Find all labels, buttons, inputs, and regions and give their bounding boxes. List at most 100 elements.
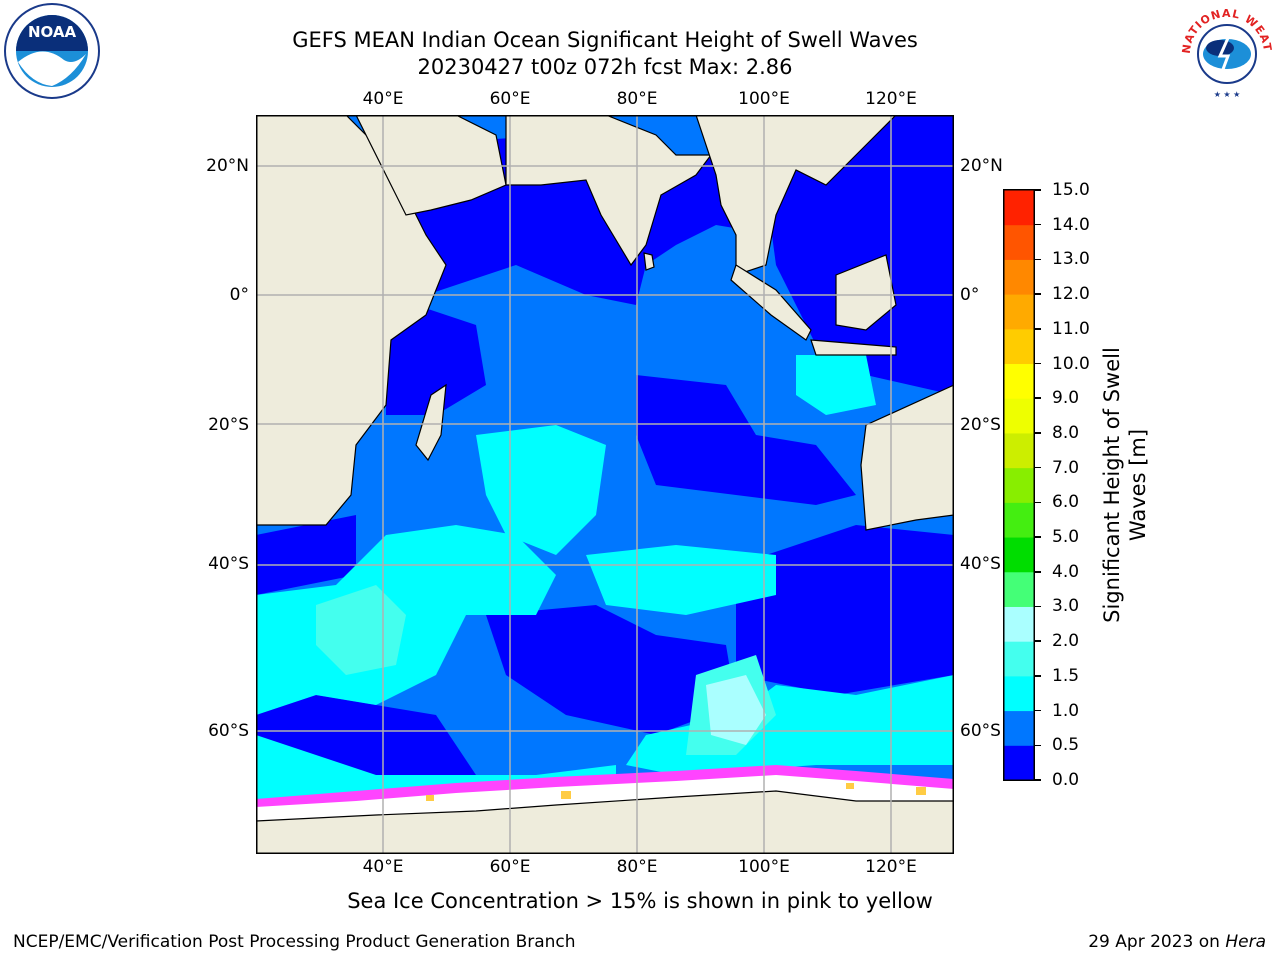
- lat-tick-right-20n: 20°N: [960, 156, 1003, 176]
- colorbar-tick-label: 7.0: [1052, 457, 1080, 478]
- lat-tick-left-20n: 20°N: [206, 156, 249, 176]
- colorbar-segment: [1004, 745, 1034, 781]
- southwest-low-swell: [256, 515, 356, 595]
- colorbar-tick-mark: [1035, 397, 1041, 399]
- west-australia-swell: [796, 355, 876, 415]
- max-swell-region: [706, 675, 766, 745]
- colorbar-label: Significant Height of Swell Waves [m]: [1099, 325, 1155, 645]
- mid-ocean-swell: [476, 425, 606, 555]
- sea-ice-patch-4: [916, 787, 926, 795]
- lon-tick-bottom-80e: 80°E: [616, 857, 658, 877]
- colorbar-tick-label: 11.0: [1052, 318, 1090, 339]
- colorbar-segment: [1004, 432, 1034, 469]
- colorbar-tick-mark: [1035, 709, 1041, 712]
- nws-logo: NATIONAL WEATHER SERVICE ★ ★ ★: [1176, 2, 1274, 101]
- lon-tick-top-100e: 100°E: [738, 89, 790, 109]
- colorbar-label-line1: Significant Height of Swell: [1100, 347, 1124, 623]
- colorbar-tick-mark: [1035, 744, 1041, 747]
- colorbar-tick-label: 8.0: [1052, 422, 1080, 443]
- colorbar-tick-label: 1.5: [1052, 665, 1080, 686]
- sumatra-land: [730, 264, 812, 341]
- lat-tick-left-60s: 60°S: [208, 721, 249, 741]
- colorbar-tick-mark: [1035, 258, 1041, 261]
- colorbar-segment: [1004, 502, 1034, 538]
- colorbar-segment: [1004, 294, 1034, 330]
- colorbar-tick-label: 5.0: [1052, 527, 1080, 548]
- colorbar-segment: [1004, 710, 1034, 746]
- lon-tick-top-60e: 60°E: [489, 89, 531, 109]
- colorbar-tick-mark: [1035, 293, 1041, 295]
- colorbar-tick-label: 0.5: [1052, 735, 1080, 756]
- australia-land: [860, 384, 954, 531]
- madagascar-land: [415, 383, 447, 462]
- colorbar-tick-label: 1.0: [1052, 700, 1080, 721]
- colorbar-tick-mark: [1035, 501, 1041, 504]
- noaa-logo-text: NOAA: [28, 23, 77, 41]
- india-land: [505, 115, 713, 267]
- colorbar-tick-label: 12.0: [1052, 284, 1090, 305]
- colorbar-tick-label: 9.0: [1052, 388, 1080, 409]
- lon-tick-bottom-60e: 60°E: [489, 857, 531, 877]
- colorbar-tick-label: 3.0: [1052, 596, 1080, 617]
- colorbar-segment: [1004, 641, 1034, 677]
- antarctica-land: [256, 790, 954, 854]
- colorbar-segment: [1004, 259, 1034, 295]
- colorbar-tick-mark: [1035, 640, 1041, 642]
- lat-tick-right-20s: 20°S: [960, 415, 1001, 435]
- southeast-asia-land: [695, 115, 897, 276]
- lon-tick-top-80e: 80°E: [616, 89, 658, 109]
- southern-ocean-swell-band: [256, 525, 556, 715]
- sea-ice-note: Sea Ice Concentration > 15% is shown in …: [347, 889, 933, 913]
- colorbar-tick-mark: [1035, 536, 1041, 538]
- colorbar-tick-mark: [1035, 362, 1041, 365]
- colorbar-tick-mark: [1035, 605, 1041, 608]
- colorbar-segment: [1004, 190, 1034, 226]
- footer-credit: NCEP/EMC/Verification Post Processing Pr…: [13, 932, 576, 952]
- lat-tick-left-40s: 40°S: [208, 554, 249, 574]
- lat-tick-right-0: 0°: [960, 285, 980, 305]
- southeast-low-swell: [736, 525, 954, 695]
- colorbar-tick-mark: [1035, 328, 1041, 330]
- map-gridlines: [256, 115, 954, 854]
- map-panel: [256, 115, 954, 854]
- colorbar-segment: [1004, 467, 1034, 503]
- sri-lanka-land: [643, 252, 655, 271]
- java-land: [810, 339, 897, 356]
- colorbar-tick-mark: [1035, 779, 1041, 781]
- colorbar-segment: [1004, 537, 1034, 573]
- southeast-asia-low-swell: [756, 115, 954, 395]
- sea-ice-patch-1: [561, 791, 571, 799]
- sea-ice-patch-3: [846, 783, 854, 789]
- colorbar-segment: [1004, 363, 1034, 399]
- noaa-logo: NOAA: [4, 3, 100, 99]
- lat-tick-right-60s: 60°S: [960, 721, 1001, 741]
- colorbar-segment: [1004, 675, 1034, 712]
- map-subtitle: 20230427 t00z 072h fcst Max: 2.86: [417, 55, 793, 79]
- lon-tick-bottom-40e: 40°E: [362, 857, 404, 877]
- lon-tick-bottom-120e: 120°E: [865, 857, 917, 877]
- colorbar-tick-mark: [1035, 189, 1041, 191]
- lat-tick-right-40s: 40°S: [960, 554, 1001, 574]
- map-title: GEFS MEAN Indian Ocean Significant Heigh…: [292, 28, 918, 52]
- colorbar-tick-label: 10.0: [1052, 353, 1090, 374]
- footer-date: 29 Apr 2023 on Hera: [1088, 932, 1266, 952]
- lon-tick-bottom-100e: 100°E: [738, 857, 790, 877]
- south-indian-swell: [586, 545, 776, 615]
- lat-tick-left-0: 0°: [229, 285, 249, 305]
- colorbar-segment: [1004, 571, 1034, 607]
- colorbar-segment: [1004, 398, 1034, 434]
- colorbar-tick-mark: [1035, 466, 1041, 469]
- sea-ice-patch-2: [426, 795, 434, 801]
- footer-host: Hera: [1225, 932, 1266, 952]
- colorbar-tick-label: 2.0: [1052, 631, 1080, 652]
- colorbar-segment: [1004, 606, 1034, 642]
- map-frame: [256, 115, 954, 854]
- lon-tick-top-40e: 40°E: [362, 89, 404, 109]
- colorbar-tick-mark: [1035, 675, 1041, 677]
- colorbar-tick-label: 14.0: [1052, 214, 1090, 235]
- colorbar-segment: [1004, 224, 1034, 260]
- svg-text:★ ★ ★: ★ ★ ★: [1214, 90, 1241, 99]
- colorbar-tick-label: 6.0: [1052, 492, 1080, 513]
- lat-tick-left-20s: 20°S: [208, 415, 249, 435]
- colorbar-label-line2: Waves [m]: [1126, 428, 1150, 542]
